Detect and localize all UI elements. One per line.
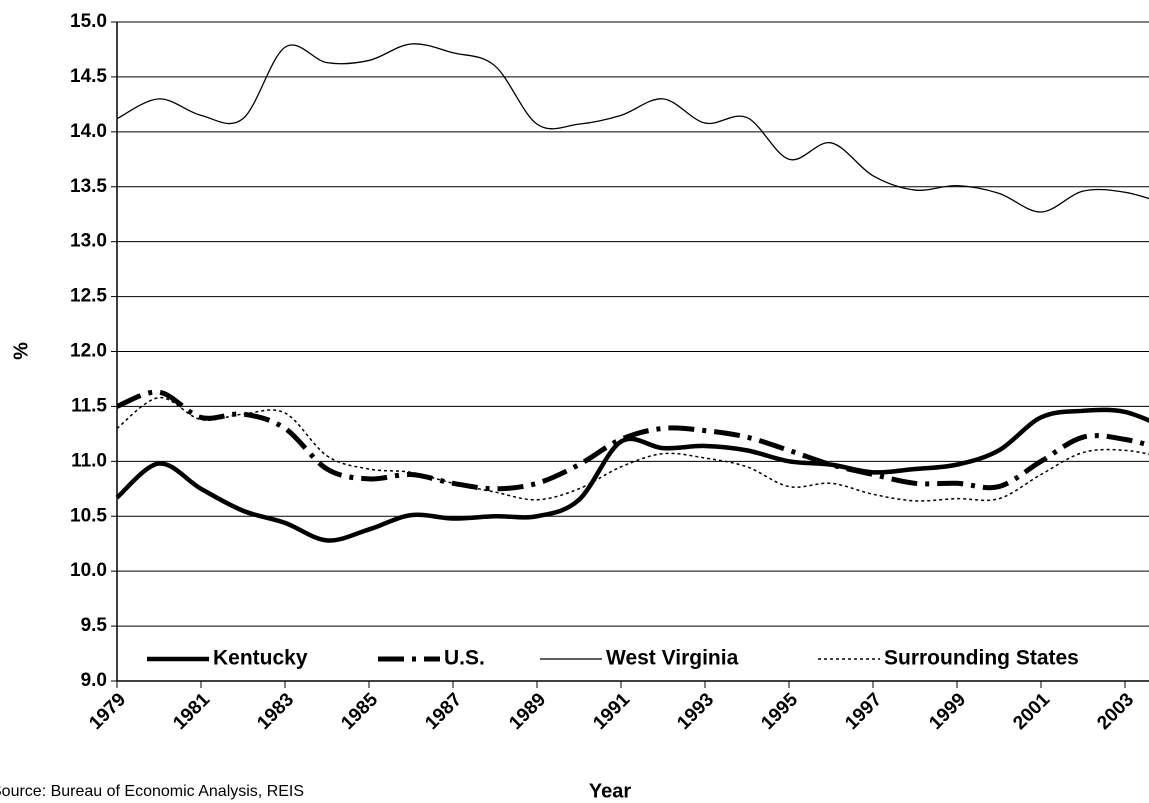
- legend-label: U.S.: [444, 647, 485, 670]
- x-tick-label: 1983: [253, 689, 298, 734]
- x-tick-label: 1987: [421, 689, 466, 734]
- x-tick-label: 1985: [337, 689, 382, 734]
- y-tick-label: 14.0: [70, 121, 107, 142]
- y-axis-title: %: [10, 342, 32, 360]
- legend-label: West Virginia: [606, 647, 739, 670]
- y-tick-label: 9.0: [81, 670, 107, 691]
- x-tick-label: 1991: [589, 689, 634, 734]
- y-tick-label: 11.5: [71, 395, 107, 416]
- source-note: Source: Bureau of Economic Analysis, REI…: [0, 783, 304, 800]
- series-line: [115, 407, 1149, 543]
- x-tick-label: 1999: [925, 689, 970, 734]
- y-tick-label: 12.0: [70, 341, 107, 362]
- y-tick-label: 13.0: [70, 231, 107, 252]
- x-tick-label: 1989: [505, 689, 550, 734]
- y-tick-label: 9.5: [81, 615, 108, 636]
- y-tick-label: 15.0: [70, 11, 107, 32]
- x-axis-title: Year: [589, 780, 631, 802]
- y-tick-label: 12.5: [70, 286, 107, 307]
- x-tick-label: 2001: [1009, 689, 1054, 734]
- x-tick-label: 2003: [1093, 689, 1138, 734]
- y-tick-label: 10.5: [70, 505, 107, 526]
- legend-label: Surrounding States: [884, 647, 1079, 670]
- x-tick-label: 1997: [841, 689, 886, 734]
- y-tick-label: 13.5: [70, 176, 107, 197]
- series-line: [116, 396, 1149, 502]
- y-tick-label: 11.0: [71, 450, 107, 471]
- y-tick-label: 10.0: [70, 560, 107, 581]
- x-tick-label: 1979: [85, 689, 130, 734]
- series-line: [116, 43, 1149, 213]
- series-line: [116, 389, 1149, 492]
- x-tick-label: 1993: [673, 689, 718, 734]
- legend-label: Kentucky: [213, 647, 308, 670]
- y-tick-label: 14.5: [70, 66, 107, 87]
- x-tick-label: 1981: [169, 689, 214, 734]
- x-tick-label: 1995: [757, 689, 802, 734]
